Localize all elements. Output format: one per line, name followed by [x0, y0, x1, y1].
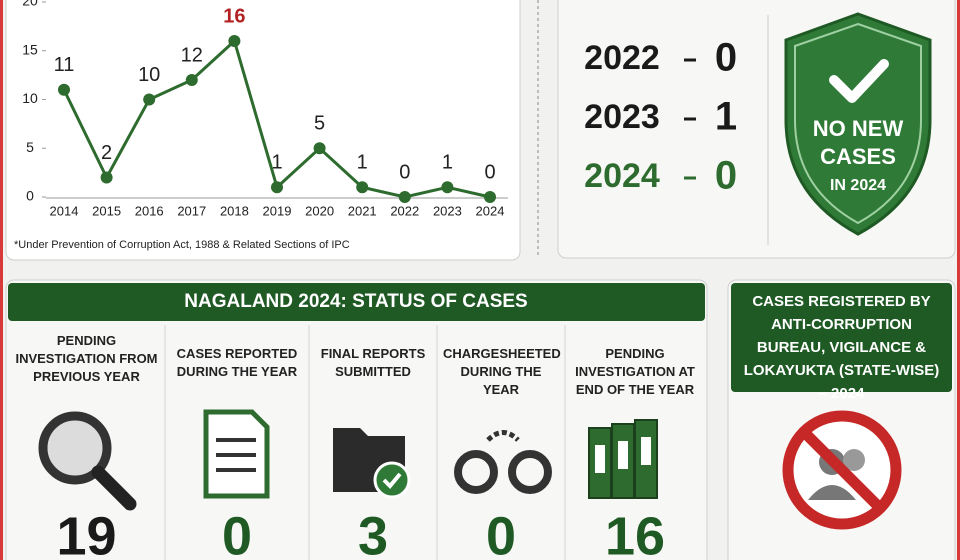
shield: [784, 12, 932, 236]
binders-icon: [588, 419, 658, 499]
magnifier-icon: [38, 411, 137, 511]
column-label: FINAL REPORTS SUBMITTED: [320, 346, 426, 379]
x-tick-label: 2019: [263, 203, 292, 218]
value-label: 10: [138, 64, 160, 86]
year: 2022: [584, 39, 660, 77]
point: [271, 181, 283, 194]
point: [185, 74, 198, 86]
status-title: NAGALAND 2024: STATUS OF CASES: [184, 291, 527, 312]
point: [143, 93, 156, 106]
value-label: 2: [101, 142, 112, 164]
shield-text: NO NEW: [813, 116, 904, 141]
x-tick-label: 2016: [135, 203, 164, 218]
column-dividers: [164, 325, 566, 560]
column-value: 19: [56, 506, 116, 560]
prohibited-icon: [782, 410, 902, 530]
value-label: 1: [271, 152, 282, 174]
value-label: 5: [314, 113, 325, 135]
year-value: 1: [715, 95, 737, 139]
year-value: 0: [715, 36, 737, 80]
footnote: *Under Prevention of Corruption Act, 198…: [14, 239, 350, 251]
value-label: 12: [181, 44, 203, 66]
y-tick-label: 0: [26, 188, 34, 204]
y-tick-label: 15: [22, 41, 38, 57]
point: [58, 83, 70, 96]
y-tick-label: 10: [22, 90, 38, 106]
column-label: CHARGESHEETED DURING THE YEAR: [443, 346, 561, 397]
point: [356, 181, 369, 194]
point: [484, 191, 496, 203]
value-label: 0: [484, 161, 495, 183]
value-label: 0: [399, 161, 410, 183]
status-header: [8, 283, 705, 321]
x-tick-label: 2018: [220, 203, 249, 218]
column-value: 16: [605, 506, 665, 560]
handcuffs-icon: [454, 430, 552, 494]
point: [313, 142, 326, 155]
point: [398, 191, 411, 203]
column-label: PENDING INVESTIGATION FROM PREVIOUS YEAR: [15, 333, 158, 384]
y-tick-label: 20: [22, 0, 38, 9]
point: [228, 35, 241, 47]
year-value: 0: [715, 154, 737, 198]
value-label: 16: [223, 5, 245, 27]
x-tick-label: 2020: [305, 203, 334, 218]
x-tick-label: 2014: [50, 203, 79, 218]
state-title: CASES REGISTERED BY ANTI-CORRUPTION BURE…: [743, 293, 940, 402]
x-tick-label: 2017: [177, 203, 206, 218]
x-tick-label: 2021: [348, 203, 377, 218]
point: [441, 181, 454, 194]
column-label: PENDING INVESTIGATION AT END OF THE YEAR: [575, 346, 695, 397]
year: 2024: [584, 157, 660, 195]
column-value: 0: [486, 506, 516, 560]
document-icon: [203, 409, 270, 499]
edge: [0, 0, 3, 560]
folder-icon: [333, 428, 411, 499]
column-value: 0: [222, 506, 252, 560]
x-tick-label: 2022: [390, 203, 419, 218]
state-header: [731, 283, 952, 392]
shield-text: CASES: [820, 144, 896, 169]
value-label: 1: [442, 152, 453, 174]
year: 2023: [584, 98, 660, 136]
point: [100, 171, 113, 184]
column-label: CASES REPORTED DURING THE YEAR: [176, 346, 298, 379]
edge: [957, 0, 960, 560]
value-label: 1: [357, 152, 368, 174]
value-label: 11: [54, 54, 75, 76]
column-value: 3: [358, 506, 388, 560]
x-tick-label: 2024: [476, 203, 505, 218]
y-tick-label: 5: [26, 139, 34, 155]
x-tick-label: 2015: [92, 203, 121, 218]
shield-text: IN 2024: [830, 177, 886, 194]
x-tick-label: 2023: [433, 203, 462, 218]
